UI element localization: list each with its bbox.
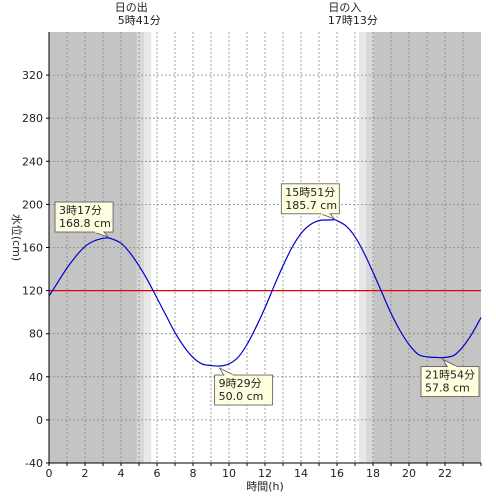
y-axis-title: 水位(cm) bbox=[10, 214, 24, 261]
x-tick-label: 10 bbox=[222, 467, 236, 480]
callout-value: 57.8 cm bbox=[425, 382, 470, 395]
y-tick-label: 120 bbox=[22, 285, 43, 298]
callout-box bbox=[420, 366, 480, 398]
callout-box bbox=[214, 374, 274, 406]
twilight-band-morning-dark bbox=[136, 32, 145, 463]
x-tick-label: 22 bbox=[438, 467, 452, 480]
sunrise-label: 日の出 bbox=[115, 0, 148, 14]
sun-labels: 日の出 5時41分 日の入 17時13分 bbox=[115, 0, 378, 27]
y-tick-label: 0 bbox=[36, 414, 43, 427]
sunset-time: 17時13分 bbox=[328, 14, 378, 27]
x-tick-label: 0 bbox=[46, 467, 53, 480]
tick-labels: 0 2 4 6 8 10 12 14 16 18 20 22-40040801201602002402… bbox=[22, 69, 452, 480]
y-tick-label: 40 bbox=[29, 371, 43, 384]
y-tick-label: 320 bbox=[22, 69, 43, 82]
sunset-label: 日の入 bbox=[328, 1, 361, 14]
callout-time: 15時51分 bbox=[285, 186, 335, 199]
series-line bbox=[48, 219, 482, 367]
x-tick-label: 12 bbox=[258, 467, 272, 480]
axes bbox=[46, 32, 482, 466]
callout-time: 21時54分 bbox=[425, 369, 475, 382]
x-tick-label: 18 bbox=[366, 467, 380, 480]
x-tick-label: 14 bbox=[294, 467, 308, 480]
sunrise-time: 5時41分 bbox=[118, 14, 161, 27]
y-tick-label: 280 bbox=[22, 112, 43, 125]
x-tick-label: 16 bbox=[330, 467, 344, 480]
x-tick-label: 20 bbox=[402, 467, 416, 480]
y-tick-label: 240 bbox=[22, 155, 43, 168]
x-axis-title: 時間(h) bbox=[246, 480, 284, 493]
y-tick-label: 200 bbox=[22, 198, 43, 211]
x-tick-label: 4 bbox=[118, 467, 125, 480]
callout-box bbox=[54, 201, 114, 233]
twilight-band-morning-light bbox=[144, 32, 152, 463]
x-tick-label: 8 bbox=[190, 467, 197, 480]
y-tick-label: -40 bbox=[25, 457, 43, 470]
callout-value: 168.8 cm bbox=[59, 217, 111, 230]
callout-box bbox=[280, 183, 340, 215]
callout-time: 3時17分 bbox=[59, 204, 102, 217]
x-tick-label: 2 bbox=[82, 467, 89, 480]
series-group bbox=[48, 219, 482, 367]
y-tick-label: 80 bbox=[29, 328, 43, 341]
callout-value: 50.0 cm bbox=[219, 390, 264, 403]
callout-time: 9時29分 bbox=[219, 377, 262, 390]
y-tick-label: 160 bbox=[22, 242, 43, 255]
callout-value: 185.7 cm bbox=[285, 199, 337, 212]
x-tick-label: 6 bbox=[154, 467, 161, 480]
